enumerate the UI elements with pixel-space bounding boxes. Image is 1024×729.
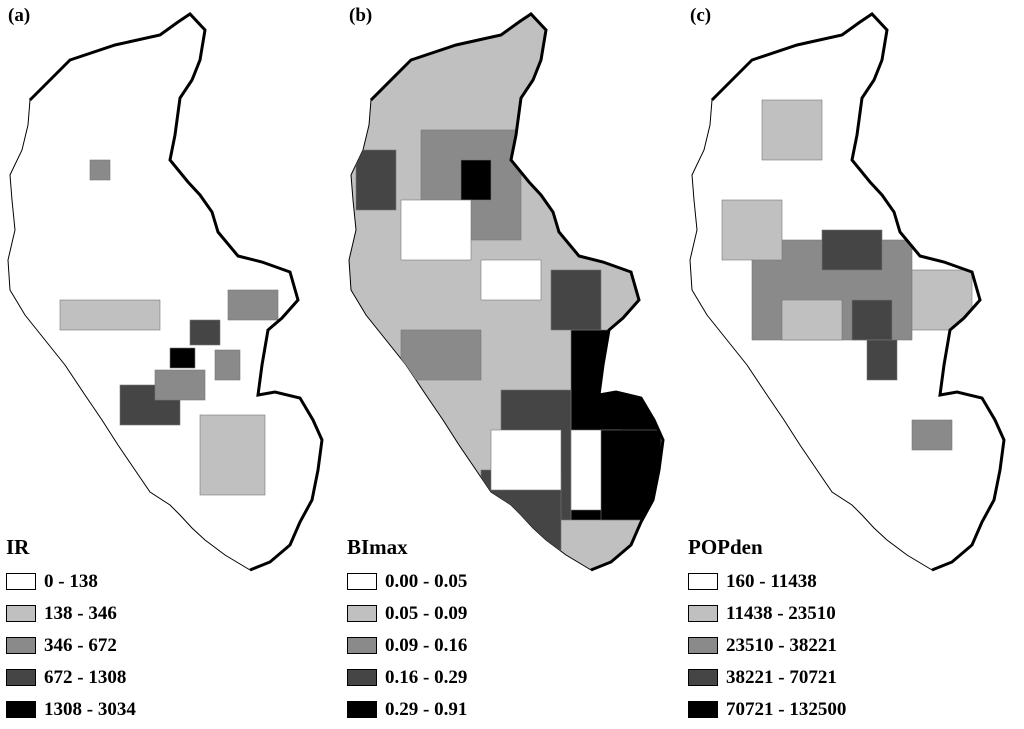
legend-label: 672 - 1308 xyxy=(44,666,127,688)
panel-label: (c) xyxy=(690,5,712,26)
legend-swatch xyxy=(688,701,718,718)
legend-item: 138 - 346 xyxy=(6,601,136,626)
legend-swatch xyxy=(347,605,377,622)
legend-title: IR xyxy=(6,535,30,559)
legend-label: 138 - 346 xyxy=(44,602,117,624)
legend-item: 0.05 - 0.09 xyxy=(347,601,467,626)
legend-item: 1308 - 3034 xyxy=(6,697,136,722)
legend-label: 0.29 - 0.91 xyxy=(385,698,468,720)
legend-item: 0.16 - 0.29 xyxy=(347,665,467,690)
legend-label: 0.16 - 0.29 xyxy=(385,666,468,688)
legend-item: 11438 - 23510 xyxy=(688,601,846,626)
legend-label: 0.05 - 0.09 xyxy=(385,602,468,624)
legend-swatch xyxy=(6,701,36,718)
legend-item: 70721 - 132500 xyxy=(688,697,846,722)
legend-swatch xyxy=(688,573,718,590)
district-boundary xyxy=(369,12,665,572)
choropleth-map-bimax xyxy=(348,12,665,572)
legend-swatch xyxy=(347,573,377,590)
legend-label: 346 - 672 xyxy=(44,634,117,656)
legend-swatch xyxy=(347,637,377,654)
choropleth-map-popden xyxy=(689,12,1006,572)
legend-title: POPden xyxy=(688,535,763,559)
legend-title: BImax xyxy=(347,535,408,559)
legend-swatch xyxy=(347,669,377,686)
legend: IR 0 - 138 138 - 346 346 - 672 672 - 130… xyxy=(6,535,136,729)
legend-item: 0.29 - 0.91 xyxy=(347,697,467,722)
legend-swatch xyxy=(6,637,36,654)
legend-item: 346 - 672 xyxy=(6,633,136,658)
map-panel-popden: (c) POPden 160 - 11438 11438 - 23510 235… xyxy=(682,0,1023,720)
district-boundary xyxy=(28,12,324,572)
district-boundary xyxy=(710,12,1006,572)
legend-item: 0.09 - 0.16 xyxy=(347,633,467,658)
map-panel-ir: (a) IR 0 - 138 138 - 346 346 - 672 672 -… xyxy=(0,0,341,720)
legend-swatch xyxy=(347,701,377,718)
legend-item: 672 - 1308 xyxy=(6,665,136,690)
legend-swatch xyxy=(688,669,718,686)
panel-label: (a) xyxy=(8,5,31,26)
legend-label: 23510 - 38221 xyxy=(726,634,837,656)
panel-label: (b) xyxy=(349,5,373,26)
legend-label: 11438 - 23510 xyxy=(726,602,836,624)
legend-label: 0.00 - 0.05 xyxy=(385,570,468,592)
legend-item: 0.00 - 0.05 xyxy=(347,569,467,594)
legend-item: 38221 - 70721 xyxy=(688,665,846,690)
legend-label: 0.09 - 0.16 xyxy=(385,634,468,656)
choropleth-map-ir xyxy=(7,12,324,572)
legend-swatch xyxy=(688,637,718,654)
legend-label: 38221 - 70721 xyxy=(726,666,837,688)
legend-swatch xyxy=(6,605,36,622)
legend: POPden 160 - 11438 11438 - 23510 23510 -… xyxy=(688,535,846,729)
legend-item: 23510 - 38221 xyxy=(688,633,846,658)
map-panel-bimax: (b) BImax 0.00 - 0.05 0.05 - 0.09 0.09 -… xyxy=(341,0,682,720)
legend-swatch xyxy=(6,573,36,590)
legend-label: 0 - 138 xyxy=(44,570,98,592)
legend: BImax 0.00 - 0.05 0.05 - 0.09 0.09 - 0.1… xyxy=(347,535,467,729)
legend-item: 160 - 11438 xyxy=(688,569,846,594)
legend-label: 1308 - 3034 xyxy=(44,698,136,720)
legend-swatch xyxy=(688,605,718,622)
legend-label: 160 - 11438 xyxy=(726,570,817,592)
legend-item: 0 - 138 xyxy=(6,569,136,594)
legend-swatch xyxy=(6,669,36,686)
legend-label: 70721 - 132500 xyxy=(726,698,847,720)
